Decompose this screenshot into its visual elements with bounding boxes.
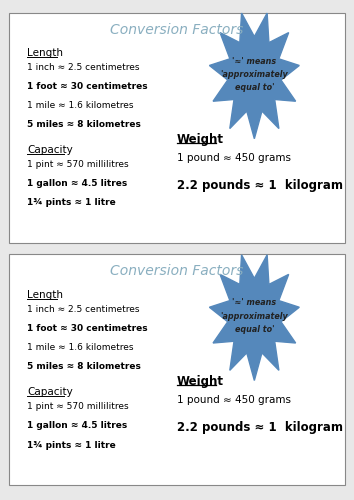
Text: Weight: Weight: [177, 133, 224, 146]
Text: 1 pint ≈ 570 millilitres: 1 pint ≈ 570 millilitres: [27, 160, 129, 169]
Text: 1 pint ≈ 570 millilitres: 1 pint ≈ 570 millilitres: [27, 402, 129, 411]
Text: Capacity: Capacity: [27, 388, 73, 398]
Text: 1 foot ≈ 30 centimetres: 1 foot ≈ 30 centimetres: [27, 324, 148, 333]
Text: 1 foot ≈ 30 centimetres: 1 foot ≈ 30 centimetres: [27, 82, 148, 91]
Text: 1¾ pints ≈ 1 litre: 1¾ pints ≈ 1 litre: [27, 440, 116, 450]
Text: 1 inch ≈ 2.5 centimetres: 1 inch ≈ 2.5 centimetres: [27, 63, 140, 72]
Text: 'approximately: 'approximately: [221, 312, 288, 321]
Text: 5 miles ≈ 8 kilometres: 5 miles ≈ 8 kilometres: [27, 120, 141, 130]
Text: 1 mile ≈ 1.6 kilometres: 1 mile ≈ 1.6 kilometres: [27, 102, 134, 110]
Text: 5 miles ≈ 8 kilometres: 5 miles ≈ 8 kilometres: [27, 362, 141, 372]
Polygon shape: [210, 255, 299, 380]
Text: 2.2 pounds ≈ 1  kilogram: 2.2 pounds ≈ 1 kilogram: [177, 179, 343, 192]
Text: Weight: Weight: [177, 376, 224, 388]
Text: Capacity: Capacity: [27, 145, 73, 155]
Text: Length: Length: [27, 290, 63, 300]
Text: 1 gallon ≈ 4.5 litres: 1 gallon ≈ 4.5 litres: [27, 180, 127, 188]
Text: '≈' means: '≈' means: [232, 298, 276, 308]
Text: 1 pound ≈ 450 grams: 1 pound ≈ 450 grams: [177, 153, 291, 163]
Text: 'approximately: 'approximately: [221, 70, 288, 79]
FancyBboxPatch shape: [9, 12, 345, 242]
Text: equal to': equal to': [235, 326, 274, 334]
Text: 2.2 pounds ≈ 1  kilogram: 2.2 pounds ≈ 1 kilogram: [177, 422, 343, 434]
Text: 1 pound ≈ 450 grams: 1 pound ≈ 450 grams: [177, 395, 291, 405]
Text: Length: Length: [27, 48, 63, 58]
Text: Conversion Factors: Conversion Factors: [110, 264, 244, 278]
Text: 1 gallon ≈ 4.5 litres: 1 gallon ≈ 4.5 litres: [27, 422, 127, 430]
Text: 1¾ pints ≈ 1 litre: 1¾ pints ≈ 1 litre: [27, 198, 116, 207]
Text: 1 inch ≈ 2.5 centimetres: 1 inch ≈ 2.5 centimetres: [27, 305, 140, 314]
Text: '≈' means: '≈' means: [232, 57, 276, 66]
FancyBboxPatch shape: [9, 254, 345, 485]
Text: 1 mile ≈ 1.6 kilometres: 1 mile ≈ 1.6 kilometres: [27, 343, 134, 352]
Text: equal to': equal to': [235, 84, 274, 92]
Polygon shape: [210, 13, 299, 138]
Text: Conversion Factors: Conversion Factors: [110, 23, 244, 37]
